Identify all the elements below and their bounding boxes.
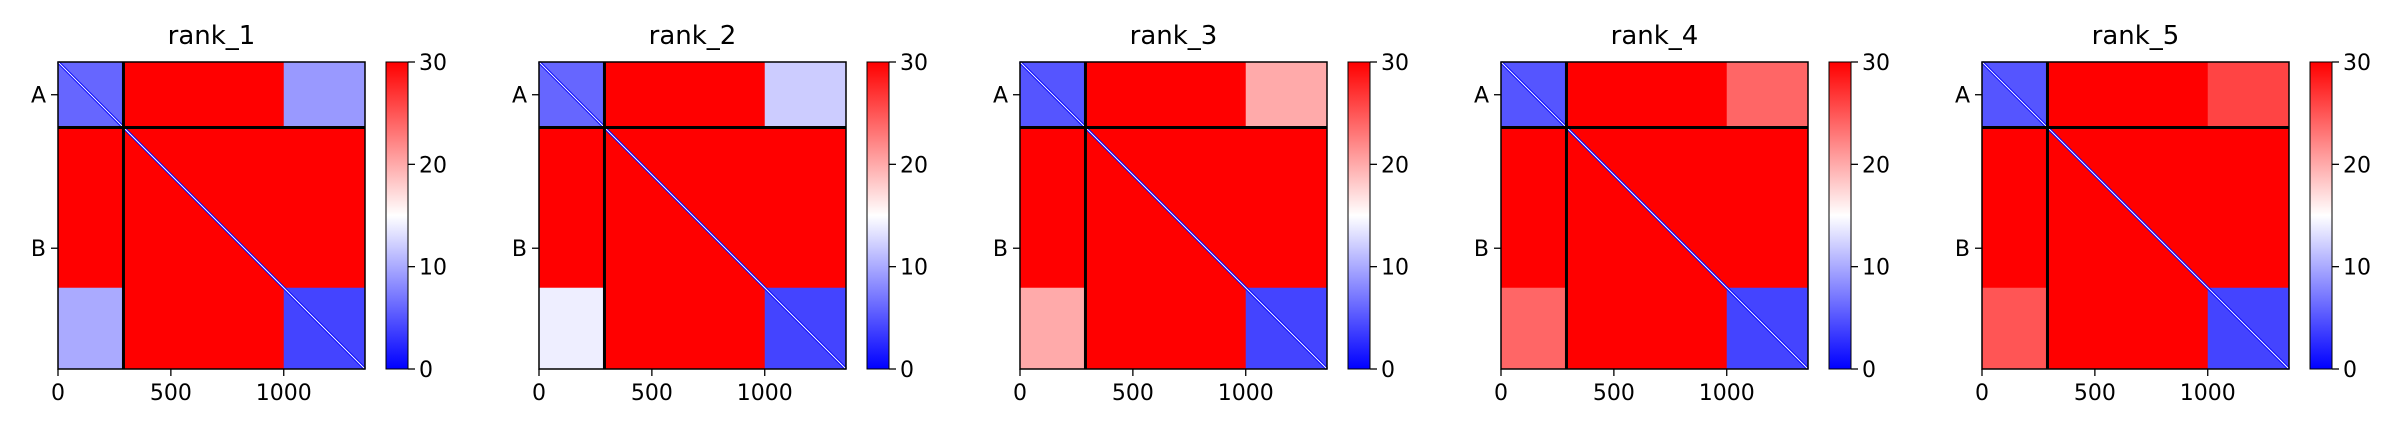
chain-label-A: A [512,84,527,109]
heatmap-block-2 [1245,62,1327,128]
colorbar [1348,62,1370,369]
chain-label-A: A [1474,84,1489,109]
x-tick-label: 0 [1494,381,1508,406]
x-tick-label: 0 [1975,381,1989,406]
panel-title: rank_2 [649,21,737,51]
chain-label-A: A [1955,84,1970,109]
colorbar-tick-label: 10 [1862,256,1890,281]
colorbar-tick-label: 20 [1862,153,1890,178]
colorbar [386,62,408,369]
heatmap-block-2 [1726,62,1808,128]
plot-frame [1019,61,1328,370]
chain-label-B: B [1955,237,1970,262]
colorbar-tick-label: 20 [900,153,928,178]
x-tick-label: 1000 [737,381,793,406]
x-tick-label: 0 [532,381,546,406]
colorbar-tick-label: 10 [419,256,447,281]
heatmap-block-3 [58,287,124,369]
heatmap-diagonal-center [538,61,847,370]
colorbar-tick-label: 10 [1381,256,1409,281]
colorbar-tick-label: 0 [419,358,433,383]
heatmap-block-3 [1501,287,1567,369]
panel-title: rank_5 [2092,21,2180,51]
x-tick-label: 500 [1593,381,1635,406]
colorbar-frame [866,61,890,370]
heatmap-panel-2: rank_2 0 500 1000 A B 0 10 20 30 [512,21,928,406]
chain-label-A: A [31,84,46,109]
heatmap-panel-3: rank_3 0 500 1000 A B 0 10 20 30 [993,21,1409,406]
colorbar-tick-label: 20 [1381,153,1409,178]
colorbar-tick-label: 0 [2343,358,2357,383]
colorbar-tick-label: 30 [419,51,447,76]
heatmap-block-3 [539,287,605,369]
colorbar-tick-label: 0 [1381,358,1395,383]
heatmap-panel-5: rank_5 0 500 1000 A B 0 10 20 30 [1955,21,2371,406]
colorbar-tick-label: 10 [2343,256,2371,281]
colorbar-frame [1347,61,1371,370]
colorbar [867,62,889,369]
heatmap-panel-4: rank_4 0 500 1000 A B 0 10 20 30 [1474,21,1890,406]
colorbar-tick-label: 0 [1862,358,1876,383]
x-tick-label: 0 [1013,381,1027,406]
heatmap-diagonal-center [1981,61,2290,370]
colorbar-tick-label: 0 [900,358,914,383]
colorbar-tick-label: 20 [2343,153,2371,178]
heatmap-diagonal-center [1019,61,1328,370]
colorbar-tick-label: 10 [900,256,928,281]
chain-label-B: B [31,237,46,262]
x-tick-label: 500 [631,381,673,406]
panel-title: rank_4 [1611,21,1699,51]
colorbar-frame [385,61,409,370]
x-tick-label: 500 [2074,381,2116,406]
x-tick-label: 1000 [2180,381,2236,406]
heatmap-block-2 [2207,62,2289,128]
panel-title: rank_3 [1130,21,1218,51]
heatmap-block-2 [283,62,365,128]
chain-label-B: B [512,237,527,262]
colorbar-tick-label: 30 [1381,51,1409,76]
plot-frame [1500,61,1809,370]
heatmap-panel-1: rank_1 0 500 1000 A B 0 10 20 30 [31,21,447,406]
colorbar-tick-label: 30 [2343,51,2371,76]
plot-frame [57,61,366,370]
x-tick-label: 500 [1112,381,1154,406]
plot-frame [538,61,847,370]
heatmap-diagonal-center [57,61,366,370]
x-tick-label: 0 [51,381,65,406]
x-tick-label: 1000 [256,381,312,406]
x-tick-label: 1000 [1699,381,1755,406]
heatmap-block-2 [764,62,846,128]
colorbar-tick-label: 20 [419,153,447,178]
colorbar-tick-label: 30 [1862,51,1890,76]
x-tick-label: 1000 [1218,381,1274,406]
heatmap-diagonal-center [1500,61,1809,370]
colorbar-frame [2309,61,2333,370]
colorbar-frame [1828,61,1852,370]
heatmap-block-3 [1982,287,2048,369]
panel-title: rank_1 [168,21,256,51]
heatmap-block-3 [1020,287,1086,369]
plot-frame [1981,61,2290,370]
colorbar-tick-label: 30 [900,51,928,76]
chain-label-B: B [993,237,1008,262]
x-tick-label: 500 [150,381,192,406]
colorbar [2310,62,2332,369]
colorbar [1829,62,1851,369]
chain-label-A: A [993,84,1008,109]
chain-label-B: B [1474,237,1489,262]
